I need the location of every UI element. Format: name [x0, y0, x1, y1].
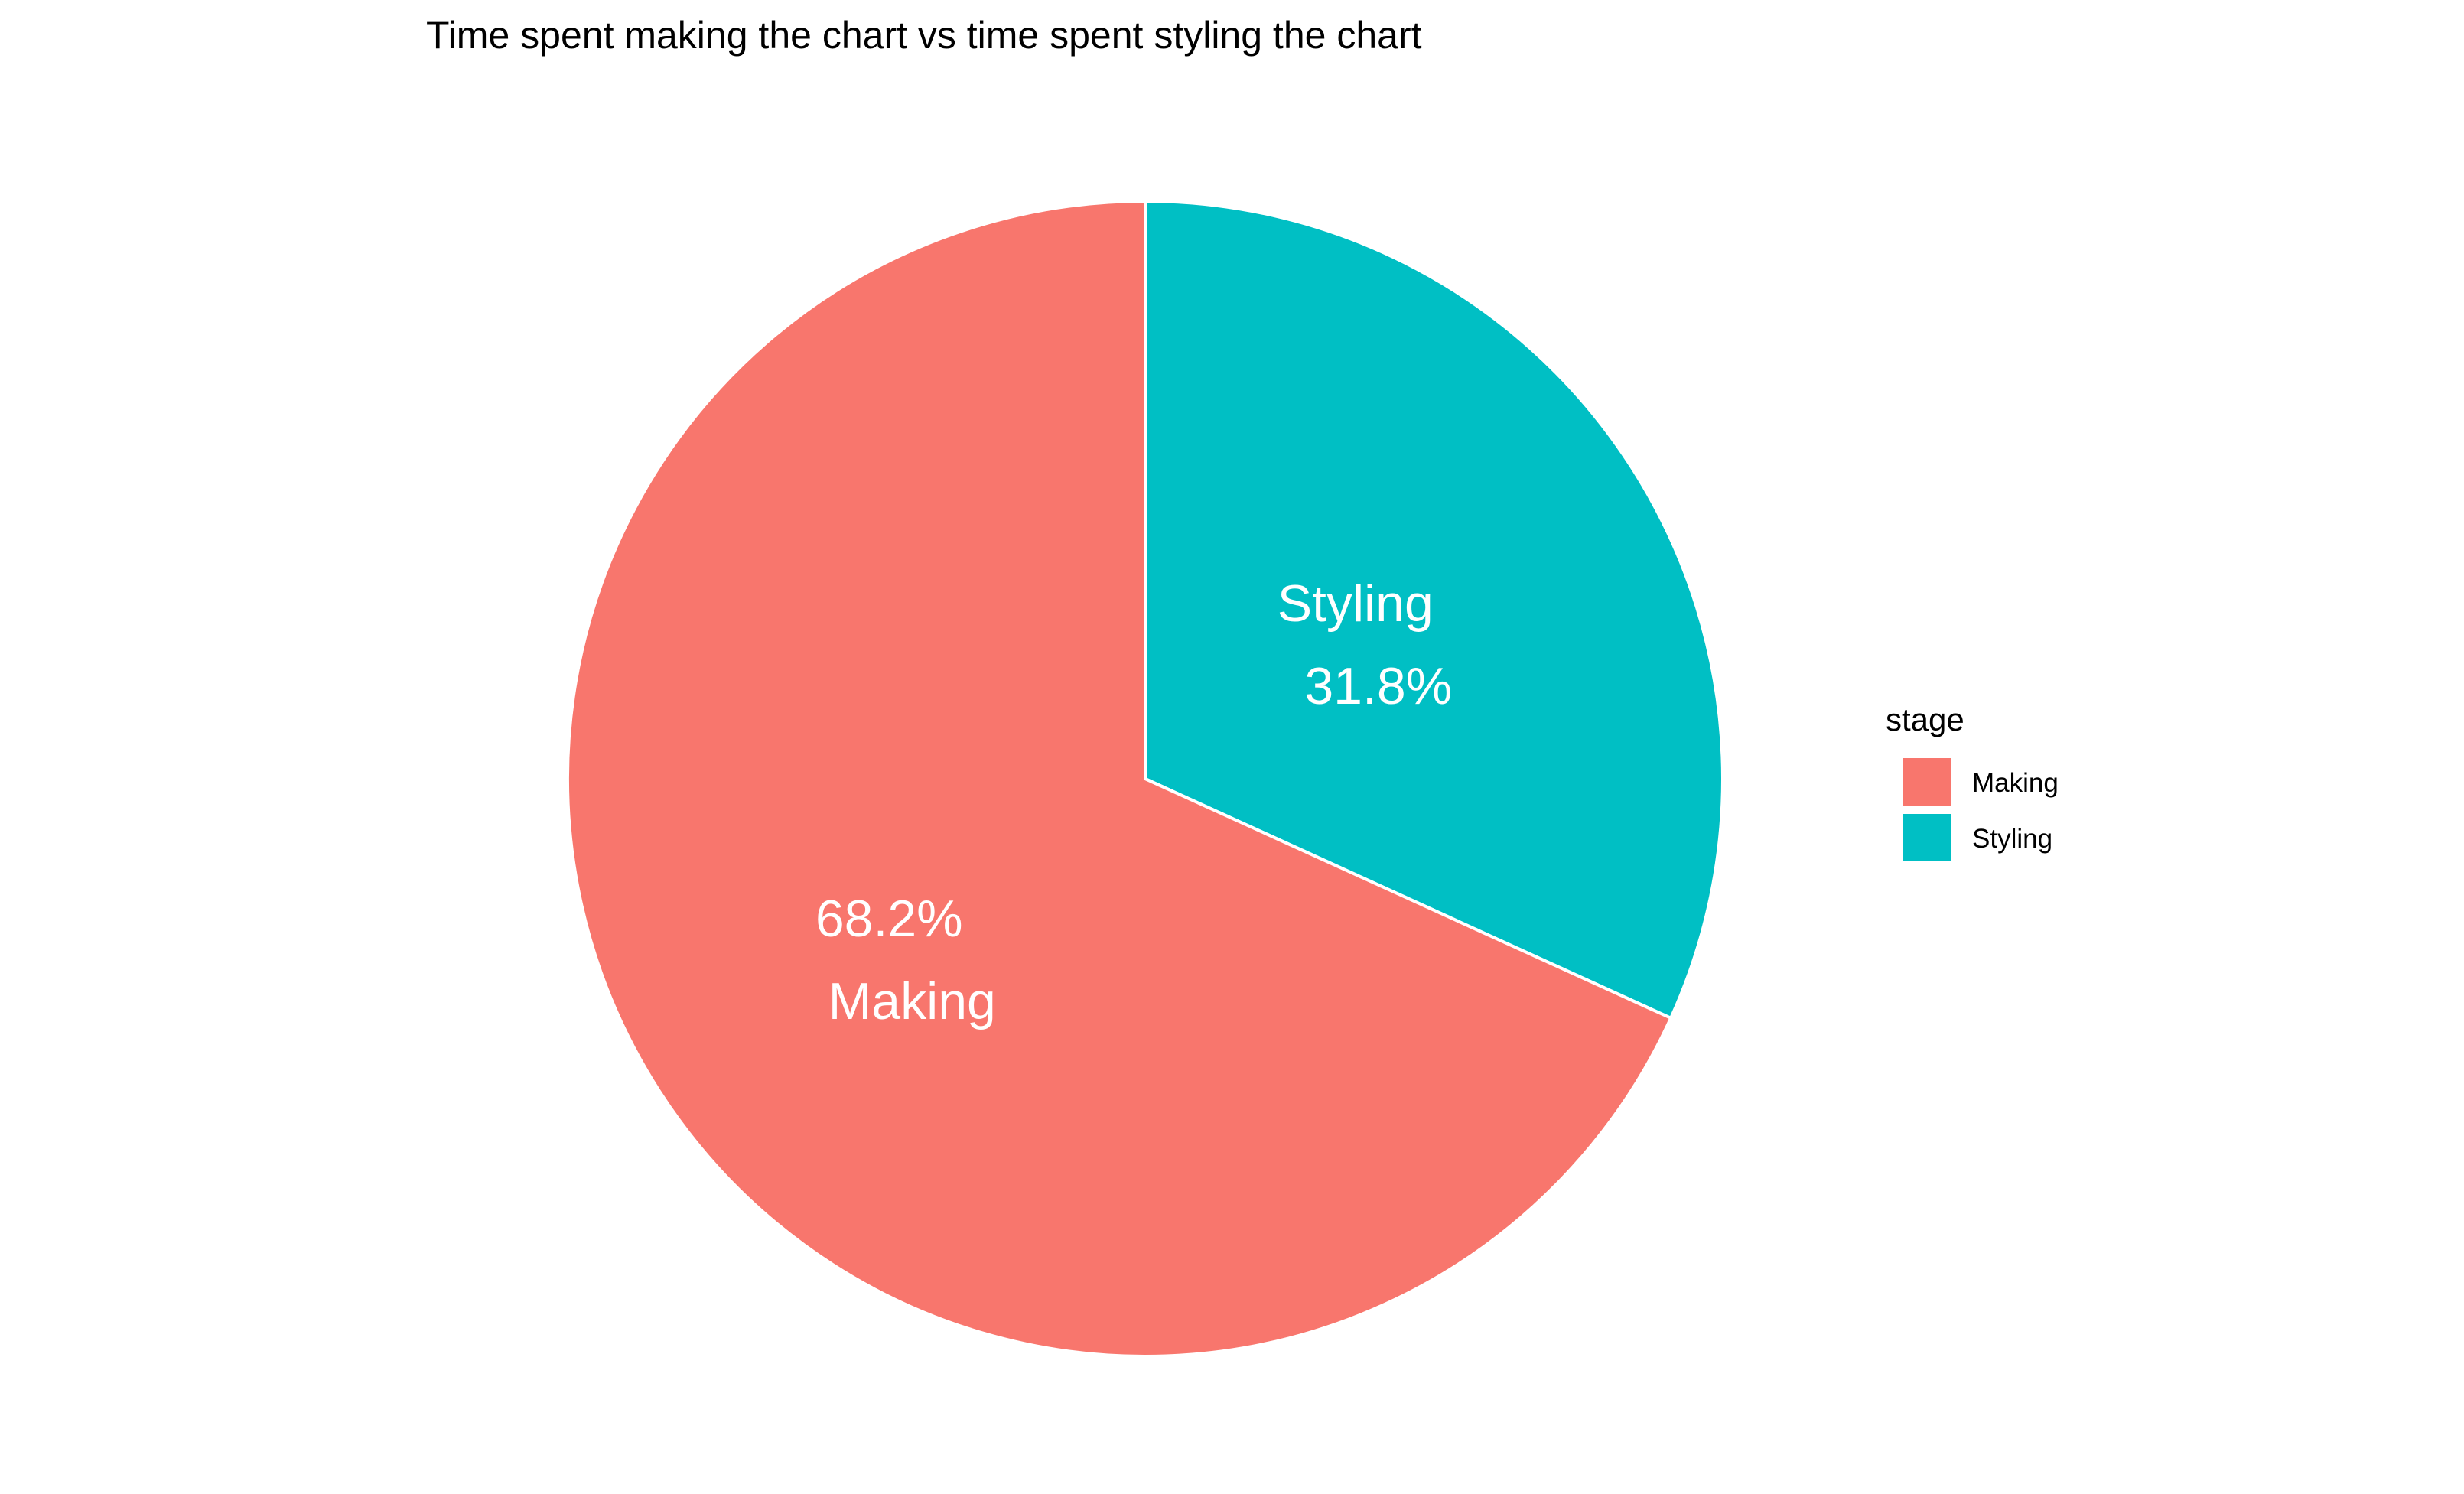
pie-slice-making: [565, 199, 1673, 1358]
legend-title: stage: [1886, 701, 1964, 737]
slice-label-making: Making: [828, 972, 996, 1030]
legend-items: Making Styling: [1903, 758, 2059, 861]
pie-slice-labels: Styling 31.8% Making 68.2%: [815, 574, 1452, 1030]
pie-slice-styling: [1144, 199, 1724, 1020]
chart-title: Time spent making the chart vs time spen…: [426, 14, 1422, 57]
slice-percent-styling: 31.8%: [1304, 657, 1452, 715]
legend: stage Making Styling: [1886, 701, 2059, 861]
legend-label-making: Making: [1972, 768, 2059, 798]
slice-label-styling: Styling: [1278, 574, 1434, 633]
legend-label-styling: Styling: [1972, 824, 2052, 854]
pie-slices: [565, 199, 1724, 1358]
slice-percent-making: 68.2%: [815, 890, 963, 948]
legend-swatch-styling: [1903, 814, 1951, 861]
legend-swatch-making: [1903, 758, 1951, 806]
